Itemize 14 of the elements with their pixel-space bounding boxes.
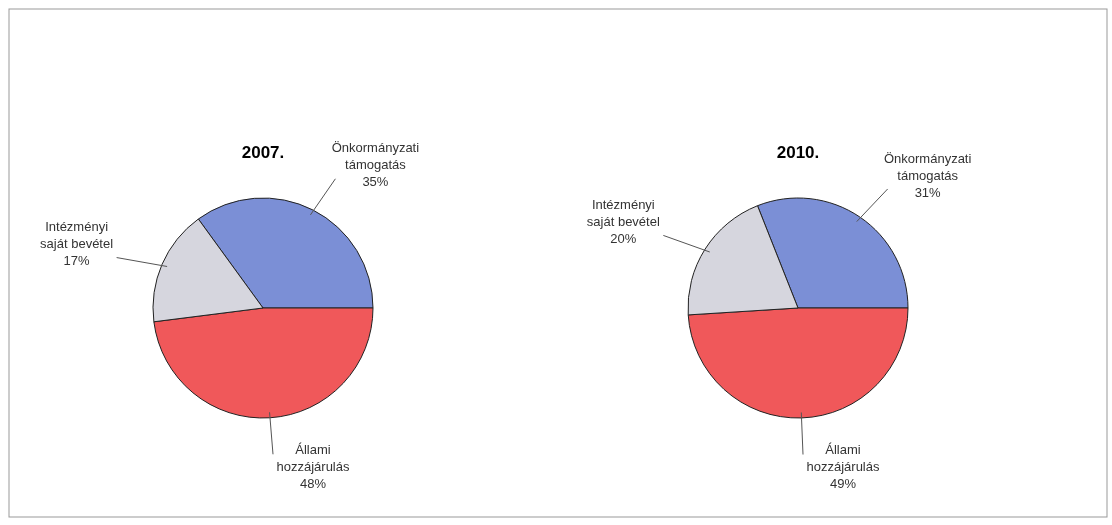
data-label: 20%	[610, 231, 637, 247]
slice-label: Intézményi saját bevétel	[40, 219, 114, 252]
data-label: 31%	[914, 184, 942, 200]
slice-label: Intézményi saját bevétel	[586, 197, 660, 230]
slice-label: Állami hozzájárulás	[806, 441, 880, 474]
chart-title: 2007.	[241, 143, 285, 162]
data-label: 48%	[300, 475, 327, 491]
data-label: 49%	[829, 475, 857, 491]
slice-label: Önkormányzati támogatás	[331, 140, 420, 173]
slice-label: Állami hozzájárulás	[276, 441, 350, 474]
chart-title: 2010.	[776, 143, 820, 162]
slice-label: Önkormányzati támogatás	[883, 150, 972, 183]
data-label: 17%	[63, 253, 91, 269]
data-label: 35%	[362, 174, 389, 190]
